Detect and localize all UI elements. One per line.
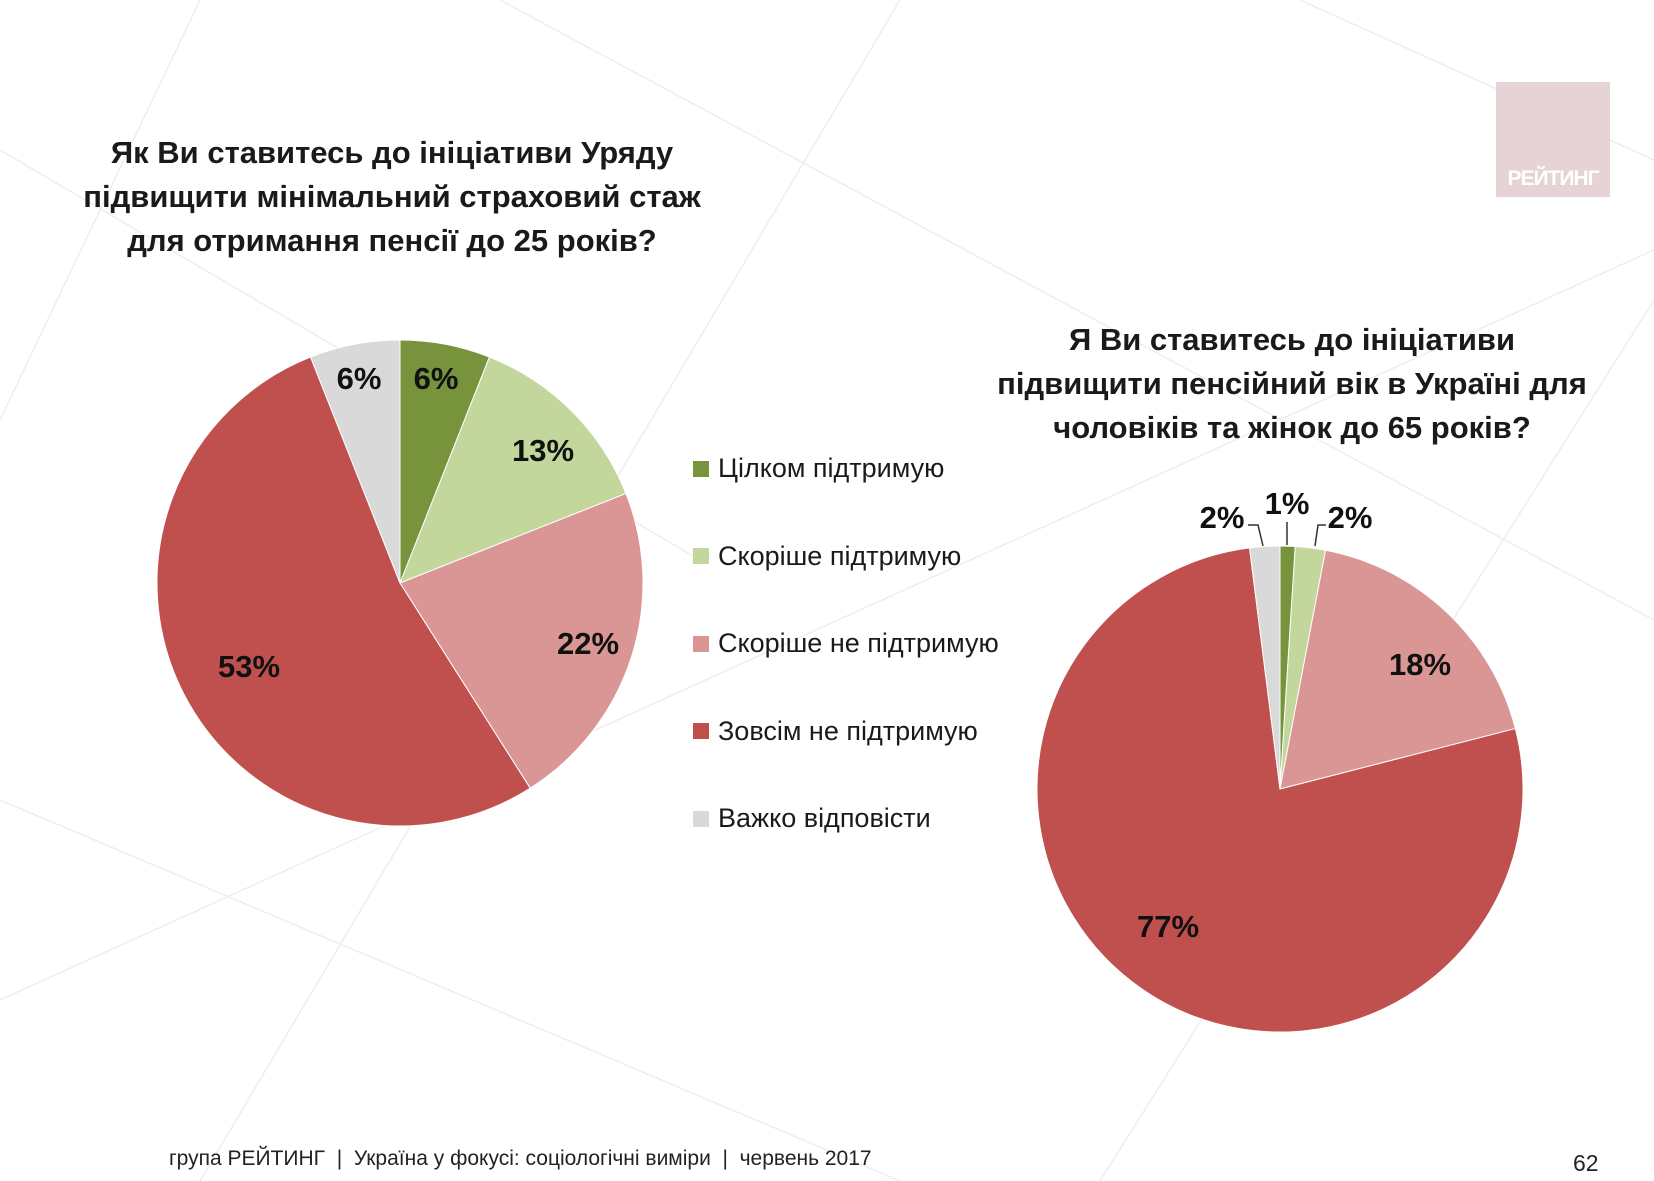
chart-legend: Цілком підтримую Скоріше підтримую Скорі… bbox=[693, 425, 999, 863]
logo-text: РЕЙТИНГ bbox=[1507, 167, 1599, 190]
data-label: 6% bbox=[336, 361, 382, 396]
legend-swatch bbox=[693, 460, 709, 477]
legend-swatch bbox=[693, 635, 709, 652]
legend-swatch bbox=[693, 548, 709, 565]
legend-swatch bbox=[693, 723, 709, 740]
pie-chart-retirement-age bbox=[1036, 545, 1524, 1033]
rating-logo: РЕЙТИНГ bbox=[1496, 82, 1610, 197]
leader-lines bbox=[1248, 522, 1326, 547]
data-label: 22% bbox=[556, 626, 620, 661]
data-label: 2% bbox=[1327, 500, 1373, 535]
chart-title-right: Я Ви ставитесь до ініціативи підвищити п… bbox=[912, 318, 1654, 450]
legend-label: Скоріше підтримую bbox=[718, 540, 962, 571]
title-line: чоловіків та жінок до 65 років? bbox=[1053, 410, 1531, 445]
data-label: 2% bbox=[1199, 500, 1245, 535]
data-label: 77% bbox=[1136, 909, 1200, 944]
data-label: 53% bbox=[217, 649, 281, 684]
pie-slice-3 bbox=[1036, 547, 1524, 1033]
data-label: 6% bbox=[413, 361, 459, 396]
legend-label: Зовсім не підтримую bbox=[718, 715, 978, 746]
chart-title-left: Як Ви ставитесь до ініціативи Уряду підв… bbox=[12, 131, 772, 263]
title-line: підвищити мінімальний страховий стаж bbox=[83, 179, 701, 214]
pie-slice-4 bbox=[1248, 545, 1281, 790]
legend-label: Важко відповісти bbox=[718, 803, 931, 834]
pie-slice-2 bbox=[399, 492, 644, 789]
pie-slice-1 bbox=[399, 356, 627, 584]
data-label: 18% bbox=[1388, 647, 1452, 682]
legend-item: Зовсім не підтримую bbox=[693, 688, 999, 776]
page-number: 62 bbox=[1573, 1150, 1599, 1176]
data-label: 13% bbox=[511, 433, 575, 468]
pie-slice-2 bbox=[1279, 549, 1516, 790]
data-label: 1% bbox=[1264, 486, 1310, 521]
legend-label: Скоріше не підтримую bbox=[718, 628, 999, 659]
title-line: Як Ви ставитесь до ініціативи Уряду bbox=[110, 135, 674, 170]
legend-item: Скоріше не підтримую bbox=[693, 600, 999, 688]
legend-item: Цілком підтримую bbox=[693, 425, 999, 513]
title-line: для отримання пенсії до 25 років? bbox=[127, 223, 657, 258]
legend-label: Цілком підтримую bbox=[718, 453, 945, 484]
pie-chart-min-insurance-period bbox=[156, 339, 644, 827]
footer-text: група РЕЙТИНГ | Україна у фокусі: соціол… bbox=[169, 1147, 872, 1170]
pie-slice-4 bbox=[309, 339, 401, 584]
legend-swatch bbox=[693, 810, 709, 827]
title-line: Я Ви ставитесь до ініціативи bbox=[1068, 322, 1516, 357]
legend-item: Скоріше підтримую bbox=[693, 513, 999, 601]
title-line: підвищити пенсійний вік в Україні для bbox=[997, 366, 1587, 401]
legend-item: Важко відповісти bbox=[693, 775, 999, 863]
pie-slice-3 bbox=[156, 356, 531, 827]
